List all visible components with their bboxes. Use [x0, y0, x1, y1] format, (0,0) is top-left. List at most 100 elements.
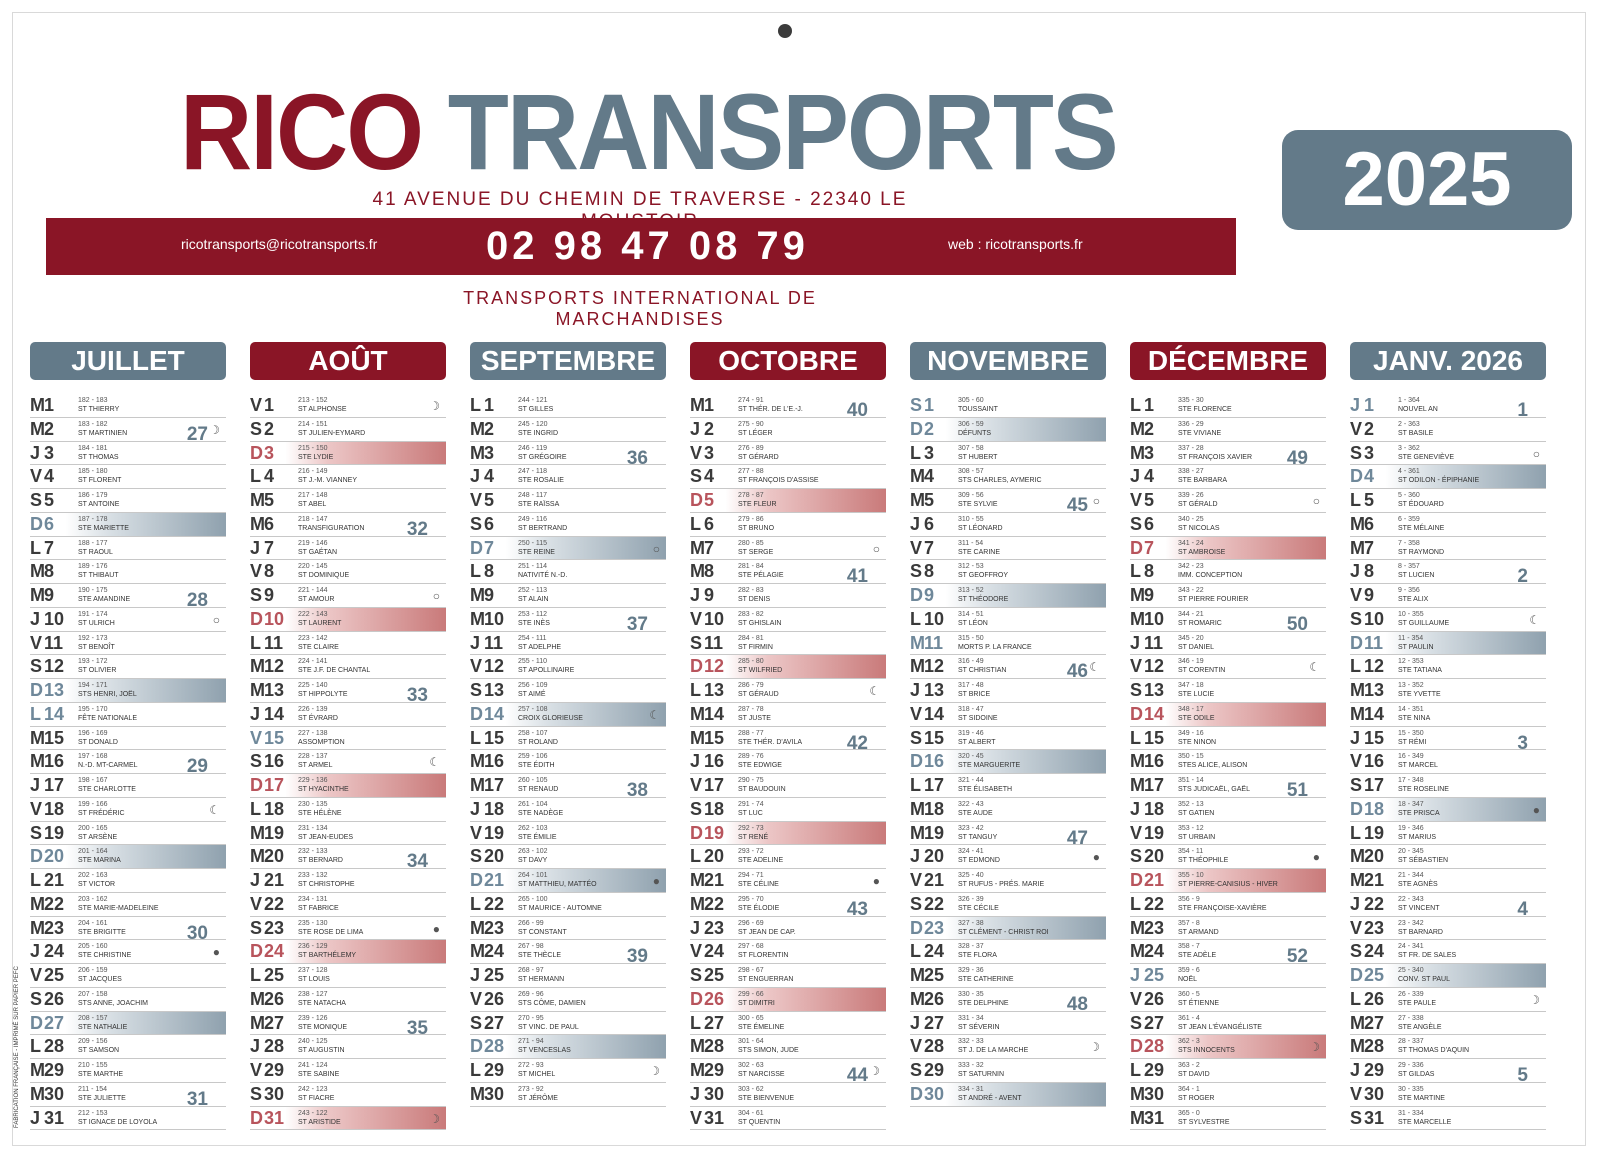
saint-name: ST HUBERT	[958, 453, 998, 461]
saint-name: STE CÉLINE	[738, 881, 779, 888]
day-info: 361 - 4 ST JEAN L'ÉVANGÉLISTE	[1178, 1014, 1262, 1032]
week-number: 35	[406, 1017, 428, 1039]
day-count: 312 - 53	[958, 563, 984, 571]
saint-name: ST THÉODORE	[958, 596, 1009, 603]
day-number: 19	[924, 822, 945, 843]
day-count: 301 - 64	[738, 1038, 764, 1046]
saint-name: STE NADÈGE	[518, 809, 564, 817]
day-count: 193 - 172	[78, 658, 108, 666]
day-letter: S	[690, 632, 703, 653]
day-row: S 9 221 - 144 ST AMOUR ○	[250, 584, 446, 608]
saint-name: STE LUCIE	[1178, 691, 1215, 698]
day-count: 205 - 160	[78, 943, 108, 951]
day-count: 189 - 176	[78, 563, 108, 571]
saint-name: ST FLORENT	[78, 477, 122, 485]
saint-name: ST DAVY	[518, 857, 548, 865]
day-number: 10	[264, 608, 285, 629]
day-letter: J	[1350, 561, 1361, 582]
day-row: J 11 254 - 111 ST ADELPHE	[470, 632, 666, 656]
day-letter: S	[250, 751, 263, 772]
day-info: 196 - 169 ST DONALD	[78, 729, 118, 747]
day-info: 279 - 86 ST BRUNO	[738, 515, 774, 533]
day-number: 19	[44, 822, 65, 843]
saint-name: ST DAVID	[1178, 1071, 1210, 1078]
day-row: M 11 315 - 50 MORTS P. LA FRANCE	[910, 632, 1106, 656]
day-row: M 27 239 - 126 STE MONIQUE	[250, 1012, 446, 1036]
day-number: 15	[484, 727, 505, 748]
day-row: J 28 240 - 125 ST AUGUSTIN	[250, 1035, 446, 1059]
moon-phase-icon: ☾	[209, 802, 220, 817]
day-number: 26	[924, 988, 945, 1009]
day-letter: L	[1350, 656, 1361, 677]
day-info: 294 - 71 STE CÉLINE	[738, 871, 779, 889]
day-row: D 21 264 - 101 ST MATTHIEU, MATTÉO ●	[470, 869, 666, 893]
day-info: 292 - 73 ST RENÉ	[738, 824, 768, 842]
day-count: 306 - 59	[958, 420, 984, 428]
day-count: 29 - 336	[1398, 1062, 1424, 1069]
saint-name: STE FLEUR	[738, 501, 777, 508]
saint-name: STE ROSE DE LIMA	[298, 928, 364, 936]
day-number: 4	[484, 466, 495, 487]
day-row: S 20 354 - 11 ST THÉOPHILE ●	[1130, 845, 1326, 869]
day-number: 30	[44, 1083, 65, 1104]
day-number: 21	[264, 870, 285, 890]
day-row: V 25 206 - 159 ST JACQUES	[30, 964, 226, 988]
week-number: 51	[1286, 780, 1308, 801]
saint-name: ST CONSTANT	[518, 928, 567, 936]
day-number: 4	[264, 466, 275, 487]
day-letter: V	[1350, 751, 1363, 772]
day-row: M 28 301 - 64 STS SIMON, JUDE	[690, 1035, 886, 1059]
day-row: M 26 238 - 127 STE NATACHA	[250, 988, 446, 1012]
day-info: 350 - 15 STES ALICE, ALISON	[1178, 752, 1247, 770]
day-row: S 15 319 - 46 ST ALBERT	[910, 727, 1106, 751]
day-row: M 22 295 - 70 STE ÉLODIE	[690, 893, 886, 917]
day-count: 308 - 57	[958, 468, 984, 476]
day-number: 2	[704, 418, 715, 439]
day-letter: D	[250, 775, 263, 795]
saint-name: ST GEOFFROY	[958, 572, 1009, 580]
day-number: 25	[1144, 965, 1165, 985]
day-letter: J	[1130, 965, 1141, 985]
day-row: S 6 249 - 116 ST BERTRAND	[470, 513, 666, 537]
day-letter: M	[1130, 1083, 1145, 1104]
day-number: 18	[1144, 798, 1165, 819]
day-number: 7	[924, 537, 935, 558]
day-row: S 24 24 - 341 ST FR. DE SALES	[1350, 940, 1546, 964]
day-count: 272 - 93	[518, 1062, 544, 1069]
saint-name: ST LUCIEN	[1398, 572, 1435, 580]
saint-name: ST ÉDOUARD	[1398, 501, 1444, 508]
day-number: 2	[1364, 418, 1375, 439]
day-number: 10	[44, 608, 65, 629]
day-count: 302 - 63	[738, 1062, 764, 1069]
day-number: 5	[924, 490, 935, 510]
day-count: 10 - 355	[1398, 610, 1424, 618]
day-info: 329 - 36 STE CATHERINE	[958, 966, 1014, 984]
day-letter: M	[470, 751, 485, 772]
day-letter: D	[250, 1107, 263, 1128]
day-count: 268 - 97	[518, 967, 544, 974]
month-header: JUILLET	[30, 342, 226, 380]
day-row: V 23 23 - 342 ST BARNARD	[1350, 917, 1546, 941]
day-letter: L	[910, 608, 921, 629]
saint-name: STE MÉLAINE	[1398, 524, 1445, 532]
day-info: 309 - 56 STE SYLVIE	[958, 491, 998, 509]
day-count: 253 - 112	[518, 610, 548, 618]
saint-name: STE MARGUERITE	[958, 762, 1021, 770]
day-number: 9	[1144, 585, 1155, 605]
moon-phase-icon: ☽	[869, 1064, 880, 1078]
saint-name: NOËL	[1178, 976, 1198, 983]
day-info: 271 - 94 ST VENCESLAS	[518, 1037, 571, 1055]
day-count: 3 - 362	[1398, 444, 1420, 452]
day-letter: M	[30, 917, 45, 938]
day-letter: V	[690, 775, 703, 795]
day-info: 267 - 98 STE THÈCLE	[518, 942, 561, 960]
day-number: 27	[704, 1012, 725, 1033]
day-number: 4	[1364, 466, 1375, 487]
day-letter: L	[30, 537, 41, 558]
week-number: 44	[846, 1065, 868, 1086]
moon-phase-icon: ●	[1532, 802, 1540, 817]
day-letter: L	[1130, 893, 1141, 914]
day-number: 23	[704, 917, 725, 938]
